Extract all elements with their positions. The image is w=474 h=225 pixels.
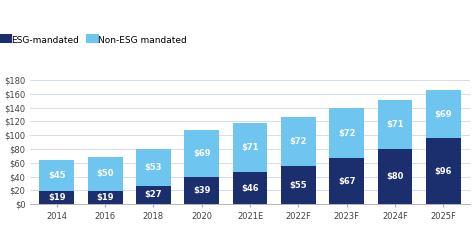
Bar [233, 172, 267, 204]
Bar [88, 157, 123, 191]
Bar [39, 191, 74, 204]
Bar [281, 166, 316, 204]
Bar [426, 138, 461, 204]
Bar [184, 177, 219, 204]
Bar [88, 191, 123, 204]
Bar [378, 100, 412, 149]
Text: $27: $27 [145, 190, 162, 199]
Text: $53: $53 [145, 163, 162, 172]
Bar [136, 149, 171, 186]
Bar [329, 158, 364, 204]
Bar [233, 124, 267, 172]
Legend: ESG-mandated, Non-ESG mandated: ESG-mandated, Non-ESG mandated [0, 36, 187, 45]
Text: $69: $69 [435, 110, 452, 119]
Bar [39, 160, 74, 191]
Text: $80: $80 [386, 172, 404, 181]
Text: $55: $55 [290, 181, 307, 190]
Bar [378, 149, 412, 204]
Text: $72: $72 [290, 137, 307, 146]
Text: $39: $39 [193, 186, 210, 195]
Text: $19: $19 [48, 193, 65, 202]
Bar [329, 108, 364, 158]
Text: $69: $69 [193, 149, 210, 158]
Text: $50: $50 [96, 169, 114, 178]
Text: $67: $67 [338, 177, 356, 186]
Text: $96: $96 [435, 166, 452, 176]
Bar [426, 90, 461, 138]
Text: $72: $72 [338, 129, 356, 138]
Bar [281, 117, 316, 166]
Bar [136, 186, 171, 204]
Text: $45: $45 [48, 171, 66, 180]
Text: $71: $71 [241, 144, 259, 153]
Text: $19: $19 [96, 193, 114, 202]
Bar [184, 130, 219, 177]
Text: $46: $46 [241, 184, 259, 193]
Text: $71: $71 [386, 120, 404, 129]
